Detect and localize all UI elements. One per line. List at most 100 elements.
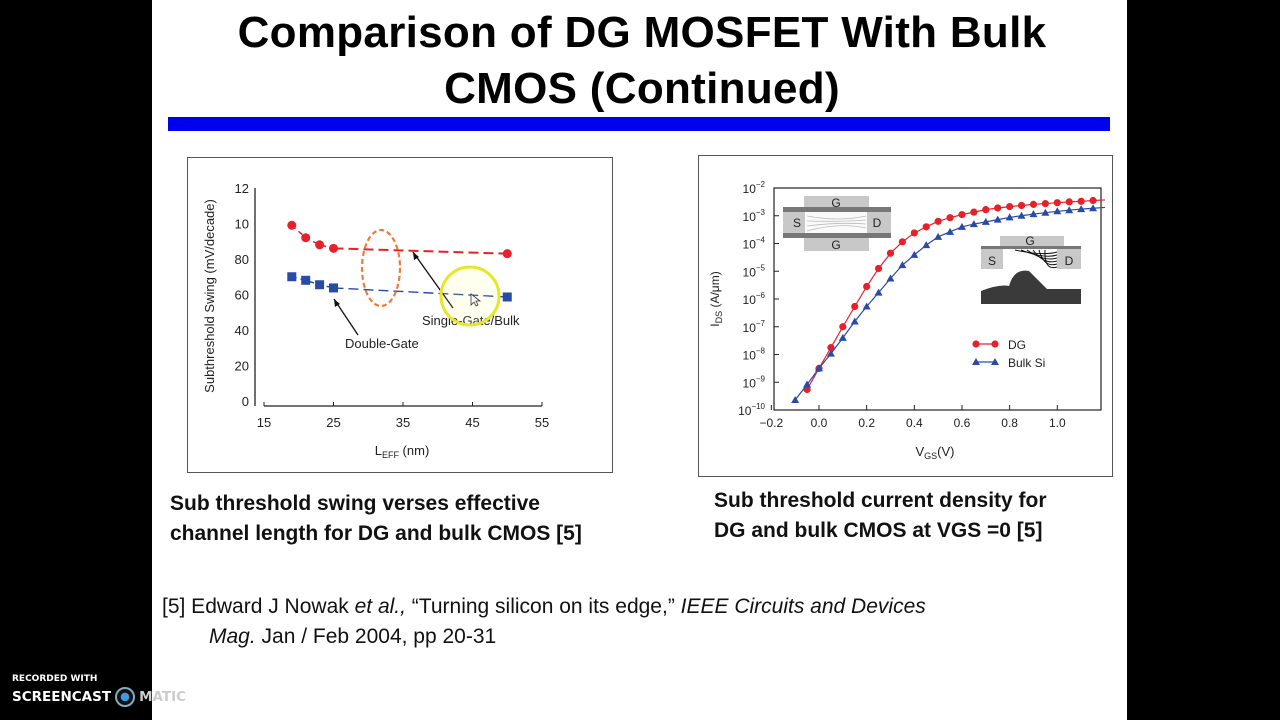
arrow-head (413, 252, 419, 260)
caption-left: Sub threshold swing verses effective cha… (170, 489, 582, 549)
y-tick-base: 10 (743, 265, 757, 279)
gate-block (1000, 236, 1064, 246)
y-tick-label: 10−5 (743, 263, 766, 279)
x-axis-label-part: (V) (937, 444, 954, 459)
screencast-logo-icon (115, 687, 136, 707)
y-tick-label: 10−2 (743, 180, 766, 196)
data-point (1053, 207, 1062, 215)
data-point (315, 280, 325, 290)
data-point (1006, 202, 1014, 211)
legend-marker (991, 358, 999, 365)
data-point (1077, 205, 1086, 213)
data-point (886, 274, 895, 282)
x-tick-label: 0.0 (811, 416, 828, 430)
y-tick-label: 12 (235, 181, 249, 196)
y-tick-label: 10 (235, 217, 249, 232)
ref-journal: IEEE Circuits and Devices (680, 595, 926, 618)
x-axis-label-part: GS (924, 451, 937, 461)
inset-drain-label: D (1065, 254, 1074, 268)
caption-right-line2: DG and bulk CMOS at VGS =0 [5] (714, 519, 1043, 542)
data-point (329, 243, 338, 253)
field-line (806, 219, 867, 222)
x-axis-label-part: V (915, 444, 924, 459)
data-point (850, 317, 859, 325)
y-axis-label-part: DS (714, 311, 724, 324)
y-tick-label: 10−9 (743, 374, 766, 390)
field-line (1044, 249, 1058, 269)
source-block (783, 212, 805, 233)
y-tick-exponent: −8 (756, 347, 766, 356)
annotation-double-gate: Double-Gate (345, 336, 419, 351)
y-tick-base: 10 (743, 182, 757, 196)
data-point (803, 380, 812, 388)
field-line (806, 222, 867, 227)
swing-chart: 0 20 40 60 80 10 12 15 25 35 45 55 Subthreshold Swin… (187, 157, 613, 473)
caption-right: Sub threshold current density for DG and… (714, 486, 1047, 546)
y-tick-exponent: −2 (756, 180, 766, 189)
data-point (957, 222, 966, 230)
annotation-single-gate: Single-Gate/Bulk (422, 313, 520, 328)
slide-title-line1: Comparison of DG MOSFET With Bulk (237, 8, 1047, 57)
data-point (329, 283, 338, 293)
legend-marker (972, 340, 980, 348)
source-block (981, 249, 1003, 269)
data-point (1089, 204, 1098, 212)
data-point (1017, 211, 1026, 219)
data-point (910, 229, 918, 237)
inset-gate-label: G (831, 238, 840, 252)
y-axis-label-part: (A/μm) (708, 271, 722, 311)
channel (805, 212, 867, 233)
x-axis-label-part: EFF (382, 450, 400, 460)
data-point (993, 215, 1002, 223)
data-point (898, 238, 907, 246)
data-point (1005, 213, 1014, 221)
field-line (806, 215, 867, 220)
data-point (910, 250, 919, 258)
x-tick-label: 0.4 (906, 416, 923, 430)
ref-etal: et al., (354, 595, 406, 618)
y-tick-label: 10−6 (743, 291, 766, 307)
y-tick-label: 10−10 (738, 402, 765, 418)
data-point (1077, 197, 1085, 205)
y-tick-exponent: −5 (756, 263, 766, 272)
y-axis-label: IDS (A/μm) (708, 271, 724, 326)
x-axis-label-part: L (375, 443, 382, 458)
bulk-inset: G S D (981, 234, 1081, 304)
y-tick-exponent: −7 (756, 319, 766, 328)
y-tick-base: 10 (738, 404, 752, 418)
field-line (1032, 249, 1058, 263)
data-point (1041, 199, 1049, 208)
x-tick-label: 15 (257, 415, 271, 430)
data-point (970, 208, 978, 216)
data-point (301, 275, 311, 285)
screencast-watermark: RECORDED WITH SCREENCAST MATIC (12, 674, 186, 707)
y-tick-exponent: −6 (756, 291, 766, 300)
y-tick-exponent: −9 (756, 374, 766, 383)
series-line (333, 287, 508, 298)
y-tick-label: 10−8 (743, 347, 766, 363)
x-tick-label: 35 (396, 415, 410, 430)
caption-left-line1: Sub threshold swing verses effective (170, 492, 540, 515)
x-tick-label: 0.8 (1001, 416, 1018, 430)
x-axis-label-part: (nm) (399, 443, 429, 458)
series-line-short (291, 276, 334, 289)
y-tick-base: 10 (743, 293, 757, 307)
substrate (981, 270, 1081, 304)
data-point (946, 227, 955, 235)
data-point (1029, 200, 1038, 208)
y-tick-label: 20 (235, 359, 249, 374)
data-point (862, 302, 871, 310)
y-tick-base: 10 (743, 376, 757, 390)
data-point (301, 233, 311, 243)
data-point (1065, 198, 1073, 206)
data-point (863, 282, 871, 291)
y-tick-base: 10 (743, 321, 757, 335)
data-point (898, 261, 907, 269)
annotation-arrow (412, 251, 454, 309)
data-point (874, 264, 883, 273)
slide-title-line2: CMOS (Continued) (444, 64, 840, 113)
data-point (851, 302, 859, 311)
data-point (934, 232, 943, 240)
y-tick-label: 60 (235, 288, 249, 303)
cursor-highlight-circle (439, 265, 501, 327)
